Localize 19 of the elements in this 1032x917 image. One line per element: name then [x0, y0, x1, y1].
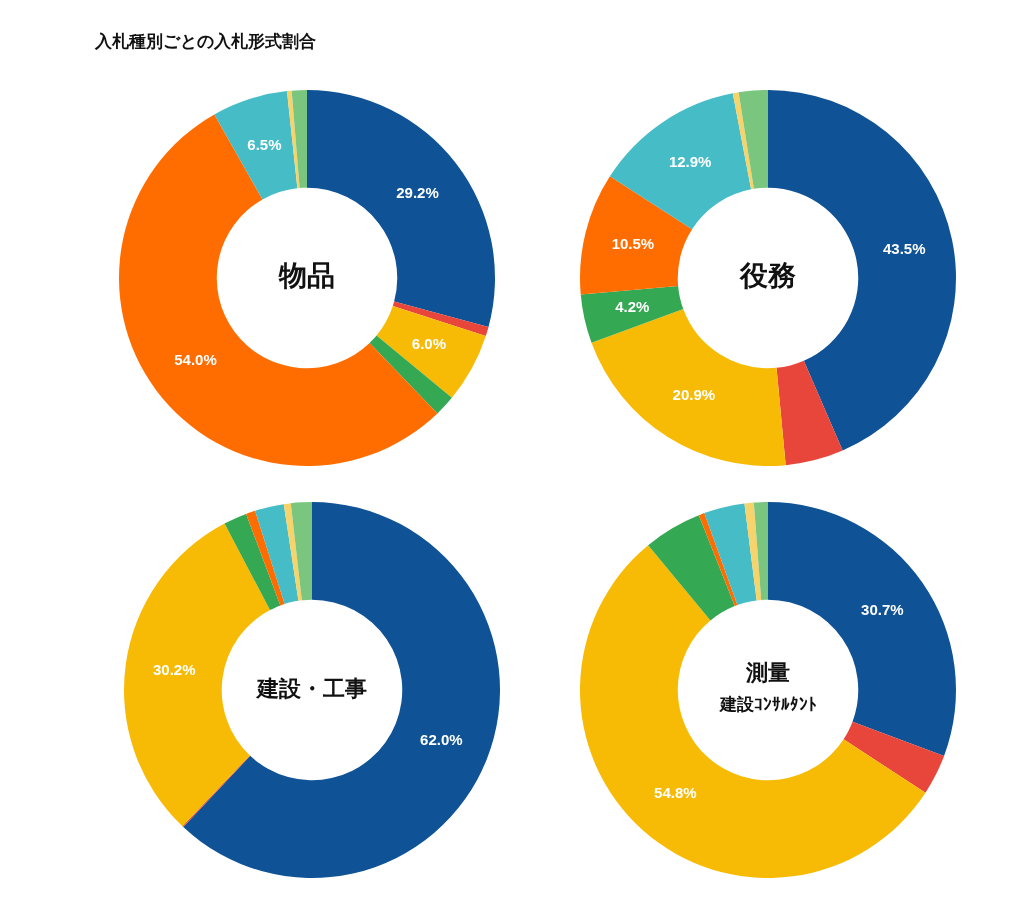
text: 物品	[278, 259, 335, 293]
data-label: 62.0%	[420, 731, 463, 749]
data-label: 30.7%	[861, 600, 904, 618]
data-label: 4.2%	[615, 298, 650, 316]
data-label: 54.0%	[174, 351, 217, 369]
data-label: 12.9%	[668, 152, 712, 170]
data-label: 20.9%	[672, 385, 716, 403]
text: 測量	[745, 659, 790, 685]
data-label: 6.0%	[411, 335, 447, 353]
data-label: 54.8%	[654, 783, 697, 801]
text: 建設ｺﾝｻﾙﾀﾝﾄ	[717, 694, 817, 715]
text: 入札種別ごとの入札形式割合	[95, 30, 316, 53]
text: 建設・工事	[255, 675, 367, 701]
data-label: 6.5%	[247, 135, 282, 153]
data-label: 30.2%	[152, 660, 196, 678]
data-label: 43.5%	[882, 239, 926, 257]
text: 役務	[739, 259, 796, 293]
data-label: 29.2%	[396, 183, 439, 201]
data-label: 10.5%	[611, 234, 655, 252]
